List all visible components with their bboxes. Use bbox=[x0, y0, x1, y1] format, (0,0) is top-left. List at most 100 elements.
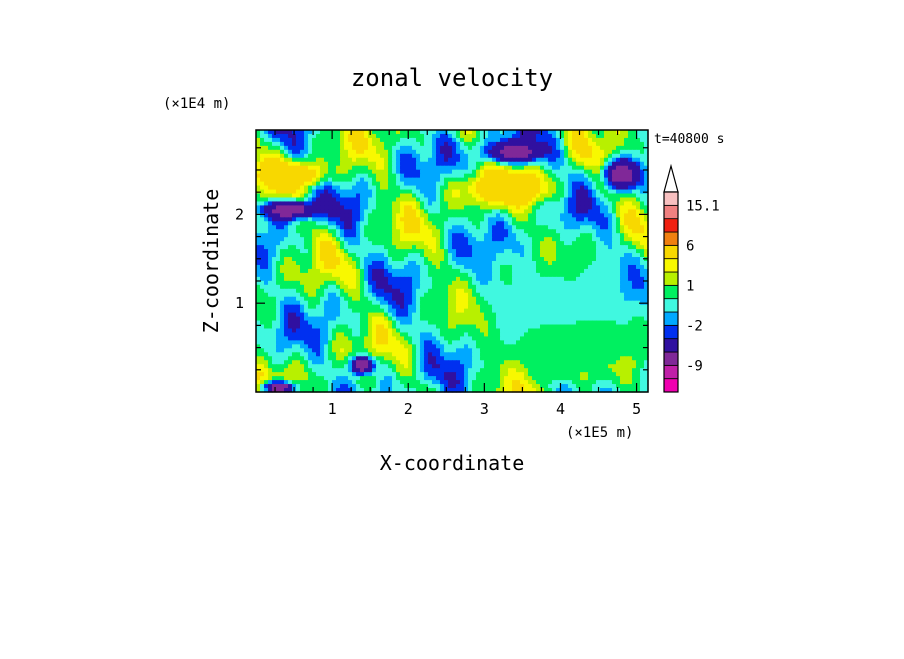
field-cell bbox=[480, 324, 485, 330]
field-cell bbox=[628, 233, 633, 238]
field-cell bbox=[584, 312, 589, 318]
field-cell bbox=[552, 237, 557, 242]
field-cell bbox=[620, 225, 625, 230]
field-cell bbox=[508, 213, 513, 218]
field-cell bbox=[564, 249, 569, 254]
field-cell bbox=[568, 193, 573, 199]
field-cell bbox=[644, 225, 649, 230]
field-cell bbox=[524, 145, 529, 151]
field-cell bbox=[588, 253, 593, 258]
field-cell bbox=[520, 193, 525, 199]
field-cell bbox=[428, 272, 433, 278]
field-cell bbox=[640, 276, 645, 282]
field-cell bbox=[644, 316, 649, 322]
field-cell bbox=[408, 324, 413, 330]
field-cell bbox=[640, 233, 645, 238]
field-cell bbox=[292, 157, 297, 163]
field-cell bbox=[540, 308, 545, 314]
field-cell bbox=[612, 221, 617, 226]
field-cell bbox=[520, 225, 525, 230]
field-cell bbox=[580, 189, 585, 195]
field-cell bbox=[588, 213, 593, 218]
field-cell bbox=[272, 296, 277, 302]
field-cell bbox=[380, 165, 385, 171]
field-cell bbox=[416, 316, 421, 322]
field-cell bbox=[376, 221, 381, 226]
field-cell bbox=[376, 133, 381, 139]
field-cell bbox=[284, 324, 289, 330]
field-cell bbox=[636, 197, 641, 203]
field-cell bbox=[464, 253, 469, 258]
field-cell bbox=[392, 233, 397, 238]
field-cell bbox=[296, 292, 301, 298]
field-cell bbox=[284, 328, 289, 334]
field-cell bbox=[436, 276, 441, 282]
field-cell bbox=[396, 141, 401, 147]
field-cell bbox=[476, 130, 481, 135]
field-cell bbox=[264, 185, 269, 191]
field-cell bbox=[596, 157, 601, 163]
field-cell bbox=[288, 173, 293, 179]
field-cell bbox=[604, 145, 609, 151]
field-cell bbox=[328, 205, 333, 210]
field-cell bbox=[452, 237, 457, 242]
field-cell bbox=[536, 205, 541, 210]
field-cell bbox=[412, 268, 417, 274]
field-cell bbox=[452, 145, 457, 151]
field-cell bbox=[500, 261, 505, 266]
field-cell bbox=[532, 304, 537, 310]
field-cell bbox=[524, 133, 529, 139]
field-cell bbox=[400, 197, 405, 203]
field-cell bbox=[540, 137, 545, 143]
field-cell bbox=[624, 249, 629, 254]
field-cell bbox=[304, 253, 309, 258]
field-cell bbox=[376, 280, 381, 286]
field-cell bbox=[632, 201, 637, 207]
field-cell bbox=[464, 165, 469, 171]
field-cell bbox=[400, 205, 405, 210]
field-cell bbox=[328, 213, 333, 218]
field-cell bbox=[312, 157, 317, 163]
field-cell bbox=[544, 161, 549, 167]
field-cell bbox=[504, 312, 509, 318]
field-cell bbox=[528, 229, 533, 234]
field-cell bbox=[288, 225, 293, 230]
field-cell bbox=[300, 261, 305, 266]
field-cell bbox=[596, 165, 601, 171]
field-cell bbox=[304, 209, 309, 214]
field-cell bbox=[256, 253, 261, 258]
field-cell bbox=[368, 328, 373, 334]
field-cell bbox=[328, 225, 333, 230]
field-cell bbox=[632, 268, 637, 274]
field-cell bbox=[508, 296, 513, 302]
field-cell bbox=[380, 280, 385, 286]
field-cell bbox=[532, 213, 537, 218]
field-cell bbox=[388, 185, 393, 191]
field-cell bbox=[564, 193, 569, 199]
field-cell bbox=[320, 257, 325, 262]
field-cell bbox=[444, 185, 449, 191]
field-cell bbox=[560, 173, 565, 179]
field-cell bbox=[280, 137, 285, 143]
field-cell bbox=[500, 201, 505, 207]
field-cell bbox=[552, 241, 557, 246]
field-cell bbox=[276, 189, 281, 195]
field-cell bbox=[532, 137, 537, 143]
field-cell bbox=[420, 169, 425, 175]
field-cell bbox=[592, 288, 597, 294]
field-cell bbox=[468, 328, 473, 334]
field-cell bbox=[364, 177, 369, 183]
field-cell bbox=[436, 249, 441, 254]
field-cell bbox=[424, 261, 429, 266]
field-cell bbox=[544, 324, 549, 330]
field-cell bbox=[364, 153, 369, 159]
field-cell bbox=[260, 173, 265, 179]
field-cell bbox=[356, 284, 361, 290]
field-cell bbox=[480, 181, 485, 187]
field-cell bbox=[588, 288, 593, 294]
field-cell bbox=[576, 205, 581, 210]
field-cell bbox=[356, 268, 361, 274]
field-cell bbox=[396, 324, 401, 330]
field-cell bbox=[620, 276, 625, 282]
field-cell bbox=[464, 261, 469, 266]
